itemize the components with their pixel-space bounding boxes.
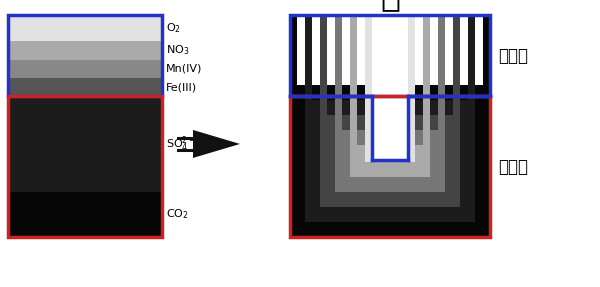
Bar — [483, 15, 490, 237]
Text: O$_2$: O$_2$ — [166, 21, 181, 35]
Bar — [438, 15, 445, 192]
Bar — [297, 85, 483, 237]
Text: 🦀: 🦀 — [380, 0, 400, 12]
Bar — [8, 15, 162, 41]
Text: 혐기성: 혐기성 — [498, 158, 528, 176]
Bar — [8, 15, 162, 96]
Bar — [8, 78, 162, 96]
Bar — [357, 145, 423, 177]
Bar — [305, 15, 312, 222]
Bar — [372, 15, 408, 160]
Bar — [8, 60, 162, 78]
Bar — [8, 96, 162, 237]
Bar — [290, 15, 297, 237]
Bar — [8, 41, 162, 60]
Polygon shape — [193, 130, 240, 158]
Text: Fe(III): Fe(III) — [166, 82, 197, 92]
Bar — [372, 160, 408, 162]
Text: NO$_3$: NO$_3$ — [166, 43, 190, 57]
Bar — [342, 130, 438, 192]
Bar — [468, 15, 475, 222]
Text: SO$_4^{2-}$: SO$_4^{2-}$ — [166, 134, 196, 154]
Text: CO$_2$: CO$_2$ — [166, 208, 189, 221]
Bar — [320, 15, 327, 207]
Bar — [335, 15, 342, 192]
Bar — [290, 96, 490, 237]
Bar — [290, 15, 490, 96]
Bar — [8, 192, 162, 237]
Bar — [8, 96, 162, 192]
Bar — [453, 15, 460, 207]
Bar — [408, 15, 415, 162]
Bar — [365, 15, 372, 162]
Bar — [350, 15, 357, 177]
Bar — [327, 115, 453, 207]
Bar — [423, 15, 430, 177]
Text: 호기성: 호기성 — [498, 46, 528, 65]
Bar — [312, 100, 468, 222]
Text: Mn(IV): Mn(IV) — [166, 64, 202, 74]
